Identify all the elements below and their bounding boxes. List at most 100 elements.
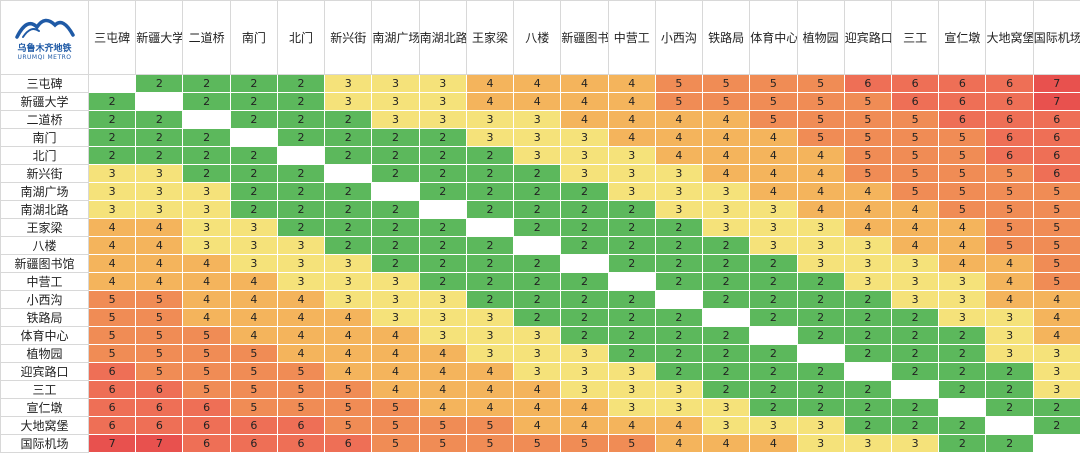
fare-cell: 2 xyxy=(797,363,844,381)
fare-cell: 2 xyxy=(277,93,324,111)
fare-cell: 3 xyxy=(372,273,419,291)
fare-cell: 3 xyxy=(277,273,324,291)
fare-cell: 2 xyxy=(419,147,466,165)
fare-cell: 5 xyxy=(89,345,136,363)
fare-cell: 6 xyxy=(891,75,938,93)
fare-cell: 4 xyxy=(136,219,183,237)
fare-cell: 5 xyxy=(1033,255,1080,273)
fare-cell: 4 xyxy=(986,255,1033,273)
fare-cell: 4 xyxy=(939,237,986,255)
fare-cell: 4 xyxy=(325,309,372,327)
fare-cell: 5 xyxy=(797,93,844,111)
column-header-station: 八楼 xyxy=(514,1,561,75)
diagonal-cell xyxy=(89,75,136,93)
fare-cell: 3 xyxy=(703,417,750,435)
fare-cell: 5 xyxy=(325,417,372,435)
fare-cell: 2 xyxy=(844,345,891,363)
fare-cell: 2 xyxy=(939,417,986,435)
row-header-station: 铁路局 xyxy=(1,309,89,327)
fare-cell: 3 xyxy=(1033,363,1080,381)
diagonal-cell xyxy=(325,165,372,183)
fare-cell: 5 xyxy=(986,237,1033,255)
fare-cell: 2 xyxy=(939,435,986,453)
fare-cell: 2 xyxy=(514,201,561,219)
fare-cell: 3 xyxy=(372,93,419,111)
fare-cell: 3 xyxy=(655,399,702,417)
fare-cell: 5 xyxy=(1033,237,1080,255)
fare-cell: 4 xyxy=(372,381,419,399)
fare-cell: 6 xyxy=(89,381,136,399)
fare-cell: 2 xyxy=(939,363,986,381)
fare-cell: 4 xyxy=(372,363,419,381)
fare-cell: 2 xyxy=(466,147,513,165)
fare-cell: 2 xyxy=(561,201,608,219)
fare-cell: 5 xyxy=(230,381,277,399)
fare-cell: 7 xyxy=(1033,93,1080,111)
fare-cell: 2 xyxy=(608,291,655,309)
fare-cell: 3 xyxy=(844,273,891,291)
diagonal-cell xyxy=(277,147,324,165)
fare-cell: 3 xyxy=(750,417,797,435)
column-header-station: 中营工 xyxy=(608,1,655,75)
row-header-station: 南湖广场 xyxy=(1,183,89,201)
fare-cell: 4 xyxy=(797,201,844,219)
fare-cell: 2 xyxy=(277,165,324,183)
fare-cell: 6 xyxy=(89,363,136,381)
fare-cell: 2 xyxy=(89,111,136,129)
fare-cell: 4 xyxy=(750,129,797,147)
fare-cell: 2 xyxy=(844,291,891,309)
fare-cell: 2 xyxy=(703,381,750,399)
fare-cell: 2 xyxy=(655,363,702,381)
fare-cell: 2 xyxy=(891,399,938,417)
fare-cell: 6 xyxy=(939,93,986,111)
fare-cell: 5 xyxy=(136,291,183,309)
fare-cell: 3 xyxy=(703,219,750,237)
fare-cell: 3 xyxy=(750,201,797,219)
fare-cell: 2 xyxy=(797,327,844,345)
fare-cell: 4 xyxy=(183,273,230,291)
fare-cell: 5 xyxy=(277,399,324,417)
fare-cell: 2 xyxy=(750,345,797,363)
fare-cell: 2 xyxy=(561,183,608,201)
fare-cell: 5 xyxy=(844,111,891,129)
fare-cell: 2 xyxy=(230,201,277,219)
fare-cell: 3 xyxy=(939,309,986,327)
fare-cell: 4 xyxy=(608,417,655,435)
fare-cell: 5 xyxy=(89,309,136,327)
fare-cell: 6 xyxy=(136,417,183,435)
fare-cell: 6 xyxy=(986,111,1033,129)
fare-cell: 2 xyxy=(325,111,372,129)
fare-cell: 2 xyxy=(939,381,986,399)
fare-cell: 3 xyxy=(608,183,655,201)
fare-cell: 3 xyxy=(891,255,938,273)
row-header-station: 新兴街 xyxy=(1,165,89,183)
fare-cell: 2 xyxy=(750,363,797,381)
fare-cell: 4 xyxy=(561,75,608,93)
fare-cell: 2 xyxy=(419,219,466,237)
fare-cell: 6 xyxy=(89,399,136,417)
fare-cell: 3 xyxy=(891,435,938,453)
fare-cell: 3 xyxy=(230,255,277,273)
fare-cell: 3 xyxy=(89,165,136,183)
fare-cell: 5 xyxy=(514,435,561,453)
fare-cell: 3 xyxy=(419,93,466,111)
fare-cell: 5 xyxy=(325,399,372,417)
fare-cell: 5 xyxy=(797,129,844,147)
fare-cell: 4 xyxy=(277,309,324,327)
fare-cell: 2 xyxy=(183,93,230,111)
diagonal-cell xyxy=(136,93,183,111)
fare-cell: 6 xyxy=(1033,129,1080,147)
fare-cell: 3 xyxy=(514,147,561,165)
fare-cell: 4 xyxy=(89,237,136,255)
fare-cell: 4 xyxy=(466,363,513,381)
fare-cell: 4 xyxy=(986,273,1033,291)
fare-cell: 4 xyxy=(986,291,1033,309)
